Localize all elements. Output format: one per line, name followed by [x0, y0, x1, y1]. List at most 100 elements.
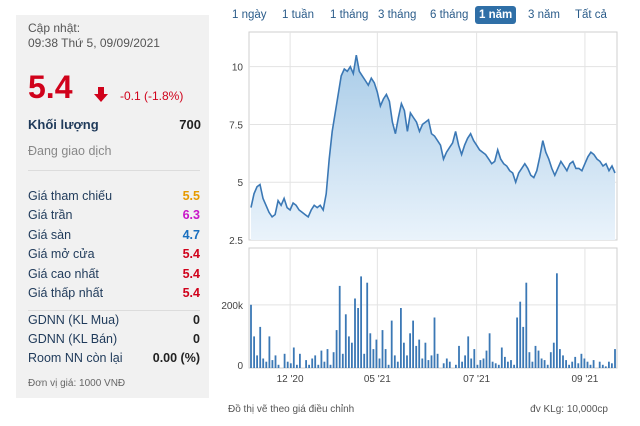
- volume-bar: [390, 320, 393, 368]
- volume-bar: [305, 360, 307, 368]
- volume-bar: [289, 363, 292, 368]
- volume-bar: [513, 364, 515, 368]
- foreign-row-value: 0.00 (%): [152, 351, 200, 365]
- tab-range[interactable]: 3 năm: [528, 9, 560, 21]
- volume-bar: [464, 355, 466, 368]
- volume-bar: [500, 347, 503, 368]
- volume-bar: [574, 356, 577, 368]
- volume-bar: [360, 276, 362, 368]
- price-row-label: Giá tham chiếu: [28, 189, 113, 203]
- volume-bar: [510, 360, 512, 368]
- price-row: Giá tham chiếu 5.5: [28, 189, 200, 203]
- foreign-row-value: 0: [193, 313, 200, 327]
- volume-bar: [586, 361, 589, 368]
- volume-bar: [387, 364, 390, 368]
- price-row: Giá sàn 4.7: [28, 228, 200, 242]
- volume-bar: [329, 364, 332, 368]
- volume-bar: [442, 363, 445, 368]
- volume-bar: [549, 352, 552, 368]
- volume-bar: [406, 355, 408, 368]
- price-row: Giá mở cửa 5.4: [28, 247, 200, 261]
- updated-time: 09:38 Thứ 5, 09/09/2021: [28, 36, 160, 50]
- price-row-value: 6.3: [182, 208, 200, 222]
- volume-bar: [250, 304, 252, 368]
- volume-bar: [292, 347, 295, 368]
- volume-bar: [589, 364, 592, 368]
- volume-bar: [531, 361, 534, 368]
- tab-range[interactable]: 1 tháng: [330, 9, 369, 21]
- x-tick-label: 07 '21: [463, 374, 490, 385]
- price-row-label: Giá trần: [28, 208, 73, 222]
- unit-note: Đơn vị giá: 1000 VNĐ: [28, 378, 126, 389]
- volume-bar: [507, 361, 509, 368]
- updated-label: Cập nhật:: [28, 21, 81, 35]
- volume-bar: [559, 349, 561, 368]
- price-area: [251, 55, 615, 240]
- arrow-down-icon: [94, 87, 108, 102]
- volume-bar: [592, 360, 595, 368]
- volume-bar: [308, 364, 310, 368]
- trading-status: Đang giao dịch: [28, 144, 112, 158]
- volume-bar: [516, 317, 518, 368]
- volume-bar: [479, 360, 482, 368]
- volume-bar: [427, 360, 430, 368]
- stock-chart: 2.5 5 7.5 10 12 '20 05 '21 07 '21 09 '21 0 200k: [221, 31, 618, 385]
- volume-bar: [326, 349, 329, 368]
- divider: [28, 170, 200, 171]
- volume-bar: [485, 350, 488, 368]
- foreign-row: Room NN còn lại 0.00 (%): [28, 351, 200, 365]
- volume-bar: [522, 326, 525, 368]
- price-change: -0.1 (-1.8%): [120, 89, 184, 103]
- volume-bar: [384, 349, 387, 368]
- volume-bar: [262, 358, 265, 368]
- volume-bar: [473, 349, 476, 368]
- range-tabs: 1 ngày 1 tuần 1 tháng 3 tháng 6 tháng 1 năm 3 …: [224, 6, 624, 26]
- tab-range[interactable]: Tất cả: [575, 9, 607, 21]
- volume-bar: [525, 282, 528, 368]
- volume-bar: [396, 361, 399, 368]
- tab-range[interactable]: 3 tháng: [378, 9, 417, 21]
- volume-bar: [461, 361, 463, 368]
- quote-panel: Cập nhật: 09:38 Thứ 5, 09/09/2021 5.4 -0…: [16, 15, 209, 398]
- volume-bar: [277, 364, 280, 368]
- tab-range[interactable]: 6 tháng: [430, 9, 469, 21]
- volume-bar: [421, 358, 424, 368]
- volume-value: 700: [179, 117, 201, 132]
- volume-bar: [393, 355, 396, 368]
- chart-footer-unit: đv KLg: 10,000cp: [530, 404, 608, 415]
- volume-bar: [445, 358, 448, 368]
- price-row-value: 4.7: [182, 228, 200, 242]
- volume-bar: [611, 363, 613, 368]
- volume-bar: [256, 355, 258, 368]
- volume-bar: [583, 358, 586, 368]
- volume-bar: [491, 361, 494, 368]
- tab-range[interactable]: 1 tuần: [282, 9, 314, 21]
- volume-bar: [378, 358, 381, 368]
- volume-bar: [455, 364, 457, 368]
- volume-bar: [415, 345, 418, 368]
- volume-bar: [332, 352, 335, 368]
- price-row-value: 5.4: [182, 267, 200, 281]
- volume-bar: [482, 358, 485, 368]
- volume-bar: [424, 342, 427, 368]
- volume-bar: [528, 352, 531, 368]
- volume-bar: [344, 314, 347, 368]
- foreign-row-label: Room NN còn lại: [28, 351, 123, 365]
- volume-bar: [504, 356, 506, 368]
- volume-bar: [286, 361, 289, 368]
- tab-range[interactable]: 1 năm: [475, 6, 517, 24]
- volume-bar: [274, 355, 277, 368]
- tab-range[interactable]: 1 ngày: [232, 9, 267, 21]
- volume-bar: [338, 285, 341, 368]
- volume-bar: [354, 298, 356, 368]
- volume-bar: [601, 364, 604, 368]
- price-line: [250, 54, 616, 219]
- price-tick-label: 10: [232, 63, 244, 74]
- volume-bar: [448, 361, 451, 368]
- volume-bar: [470, 358, 473, 368]
- volume-bar: [540, 358, 543, 368]
- volume-bar: [577, 363, 580, 368]
- x-tick-label: 05 '21: [364, 374, 391, 385]
- volume-bar: [568, 364, 570, 368]
- volume-bar: [363, 353, 366, 368]
